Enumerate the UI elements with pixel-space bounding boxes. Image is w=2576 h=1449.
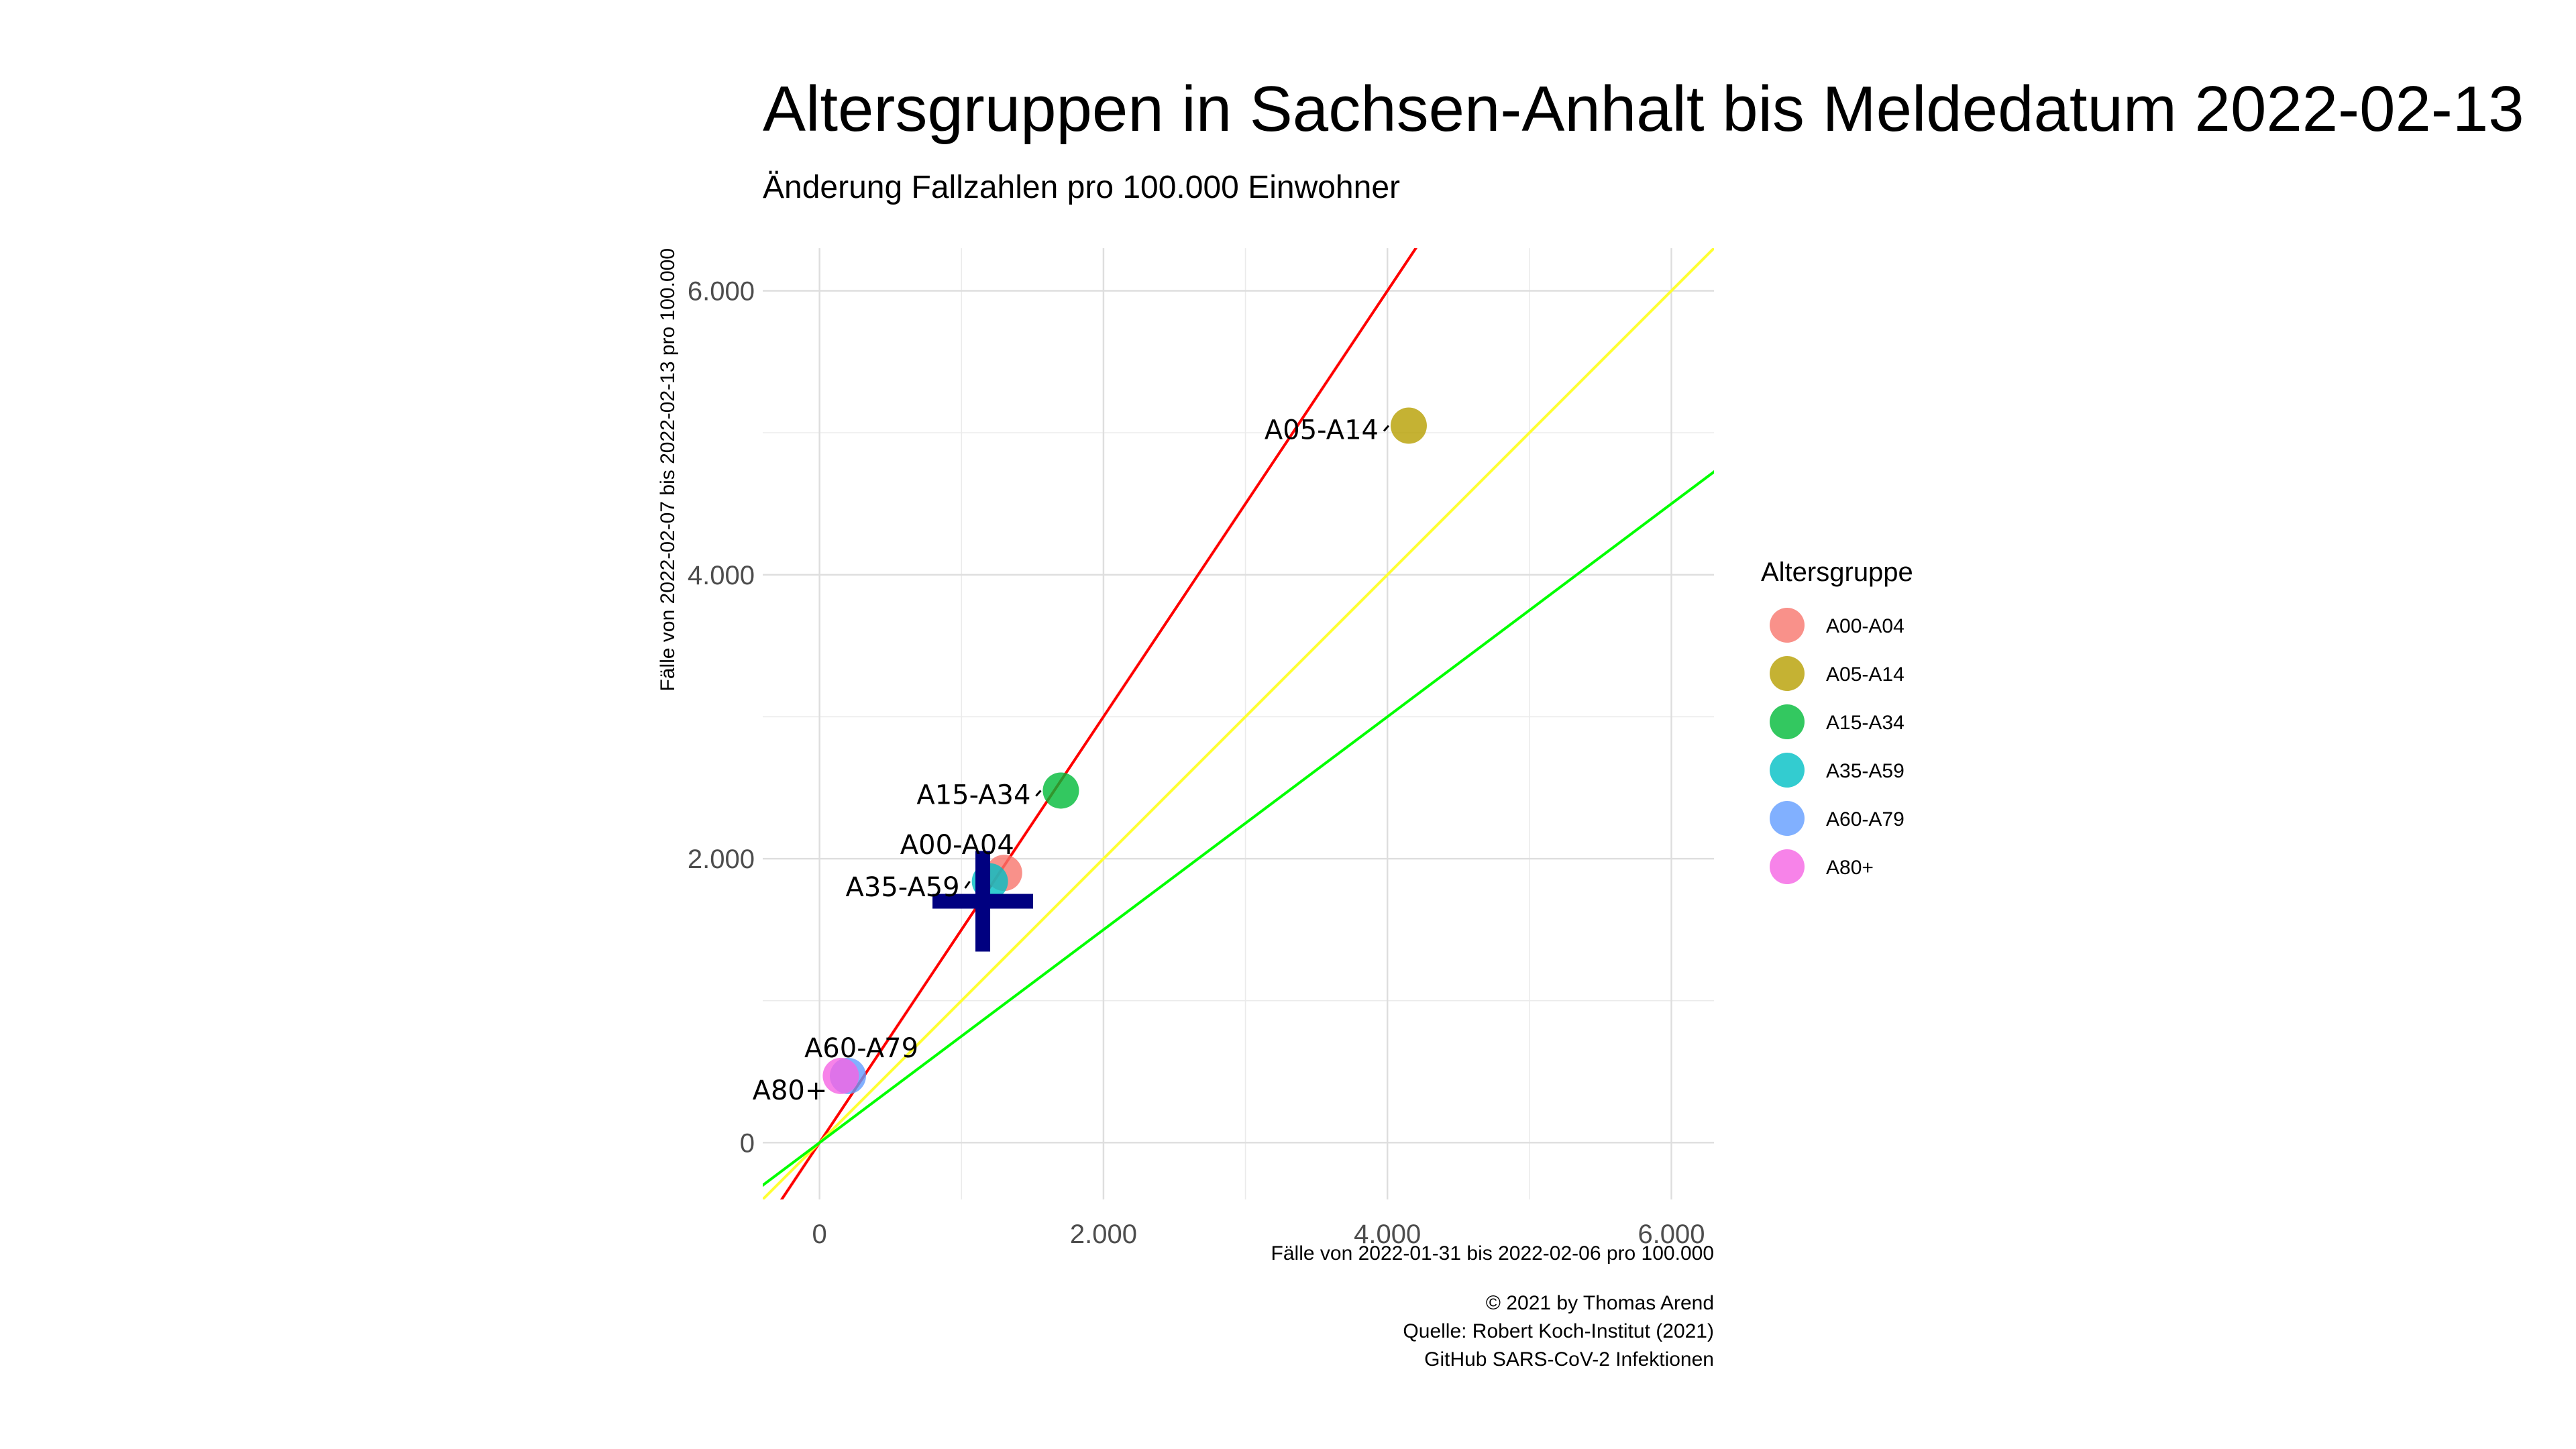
y-tick-label: 6.000 — [688, 276, 755, 306]
legend-label-a00-a04: A00-A04 — [1826, 615, 1904, 637]
x-tick-label: 0 — [812, 1220, 827, 1249]
legend-label-a15-a34: A15-A34 — [1826, 712, 1904, 734]
x-axis-label: Fälle von 2022-01-31 bis 2022-02-06 pro … — [1271, 1242, 1714, 1265]
reference-line — [763, 470, 1714, 1187]
y-tick-label: 0 — [740, 1128, 755, 1158]
caption-github: GitHub SARS-CoV-2 Infektionen — [1424, 1348, 1714, 1371]
y-tick-label: 2.000 — [688, 845, 755, 874]
legend-key-a00-a04 — [1770, 608, 1805, 643]
legend-label-a05-a14: A05-A14 — [1826, 663, 1904, 686]
point-a05-a14 — [1390, 407, 1427, 444]
legend: Altersgruppe A00-A04 A05-A14 A15-A34 A35-A5… — [1761, 557, 1913, 884]
point-label-a05-a14: A05-A14 — [1265, 415, 1379, 446]
point-label-a80+: A80+ — [753, 1075, 828, 1106]
point-label-a60-a79: A60-A79 — [804, 1033, 918, 1064]
legend-key-a05-a14 — [1770, 656, 1805, 691]
y-tick-label: 4.000 — [688, 561, 755, 590]
point-a80+ — [822, 1057, 859, 1094]
point-a15-a34 — [1042, 772, 1079, 809]
chart-title: Altersgruppen in Sachsen-Anhalt bis Meld… — [763, 73, 2524, 145]
caption-source: Quelle: Robert Koch-Institut (2021) — [1403, 1320, 1714, 1342]
reference-lines — [763, 248, 1714, 1199]
label-leader — [964, 881, 971, 889]
x-tick-label: 2.000 — [1070, 1220, 1137, 1249]
label-leader — [1035, 790, 1042, 797]
y-axis-ticks: 0 2.000 4.000 6.000 — [688, 276, 755, 1158]
legend-key-a15-a34 — [1770, 704, 1805, 739]
legend-key-a35-a59 — [1770, 753, 1805, 788]
y-axis-label: Fälle von 2022-02-07 bis 2022-02-13 pro … — [657, 248, 679, 691]
x-tick-label: 6.000 — [1638, 1220, 1705, 1249]
point-labels: A00-A04 A05-A14 A15-A34 A35-A59 A60-A79 A80+ — [753, 415, 1390, 1106]
legend-key-a80+ — [1770, 849, 1805, 884]
x-tick-label: 4.000 — [1354, 1220, 1421, 1249]
data-points — [822, 407, 1427, 1094]
legend-title: Altersgruppe — [1761, 557, 1913, 587]
caption-copyright: © 2021 by Thomas Arend — [1486, 1292, 1714, 1314]
legend-key-a60-a79 — [1770, 801, 1805, 836]
legend-label-a80+: A80+ — [1826, 857, 1874, 879]
point-label-a15-a34: A15-A34 — [916, 780, 1030, 810]
grid — [763, 248, 1714, 1199]
point-label-a35-a59: A35-A59 — [846, 872, 960, 903]
reference-line — [780, 248, 1417, 1199]
reference-line — [763, 248, 1714, 1199]
point-label-a00-a04: A00-A04 — [900, 830, 1014, 861]
legend-label-a60-a79: A60-A79 — [1826, 808, 1904, 830]
legend-label-a35-a59: A35-A59 — [1826, 760, 1904, 782]
chart-subtitle: Änderung Fallzahlen pro 100.000 Einwohne… — [763, 170, 1400, 205]
label-leader — [1383, 425, 1390, 432]
x-axis-ticks: 0 2.000 4.000 6.000 — [812, 1220, 1705, 1249]
